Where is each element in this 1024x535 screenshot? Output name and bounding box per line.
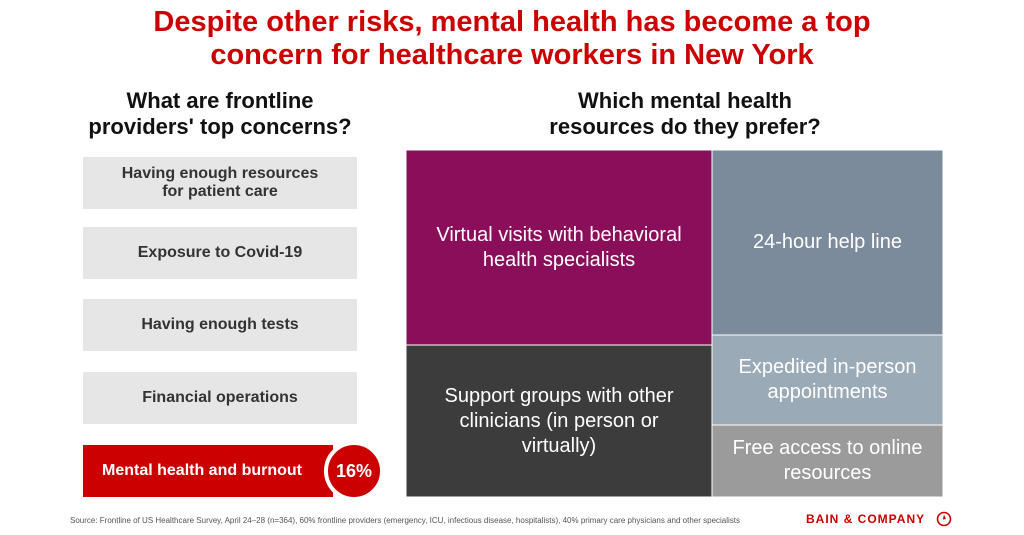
treemap-tile [711,424,944,498]
tile-label-line: resources [783,462,872,484]
tile-label-line: virtually) [521,434,597,457]
tile-label-line: Virtual visits with behavioral [436,223,682,246]
tile-label-line: appointments [767,381,888,403]
resources-heading-line-1: Which mental health [578,88,792,113]
tile-label-line: Expedited in-person [738,356,917,378]
concern-label: Having enough resources [121,165,319,182]
treemap-tile [711,149,944,336]
treemap-tile [405,344,713,498]
title-line-2: concern for healthcare workers in New Yo… [210,39,814,71]
concern-label: for patient care [162,183,278,200]
tile-label: Free access to online resources [712,425,943,497]
percentage-badge: 16% [324,441,384,501]
bain-logo-icon [936,511,952,527]
concern-item: Having enough resources for patient care [83,157,357,209]
tile-label-line: Free access to online [732,437,923,459]
tile-label-line: health specialists [482,248,636,271]
concern-item: Financial operations [83,372,357,424]
treemap-tile [405,149,713,346]
page-title: Despite other risks, mental health has b… [20,6,1004,72]
resources-heading: Which mental health resources do they pr… [490,88,880,140]
treemap-tile [711,334,944,426]
concern-label: Exposure to Covid-19 [137,244,303,261]
tile-label: Virtual visits with behavioral health sp… [406,150,712,345]
percentage-value: 16% [335,460,373,481]
tile-label: Support groups with other clinicians (in… [406,345,712,497]
title-line-1: Despite other risks, mental health has b… [153,6,871,38]
concerns-heading-line-1: What are frontline [126,88,314,113]
concerns-heading: What are frontline providers' top concer… [70,88,370,140]
brand-name: BAIN & COMPANY [806,512,926,526]
tile-label: 24-hour help line [712,150,943,335]
concern-label: Having enough tests [141,316,299,333]
tile-label-line: 24-hour help line [753,231,902,253]
tile-label-line: clinicians (in person or [459,409,659,432]
concern-item-highlight: Mental health and burnout [83,445,333,497]
concern-item: Having enough tests [83,299,357,351]
source-note: Source: Frontline of US Healthcare Surve… [70,516,741,525]
resources-heading-line-2: resources do they prefer? [549,114,821,139]
tile-label-line: Support groups with other [444,384,674,407]
concern-label: Financial operations [142,389,298,406]
concern-item: Exposure to Covid-19 [83,227,357,279]
concern-label: Mental health and burnout [102,462,302,479]
concerns-heading-line-2: providers' top concerns? [88,114,352,139]
tile-label: Expedited in-person appointments [712,335,943,425]
